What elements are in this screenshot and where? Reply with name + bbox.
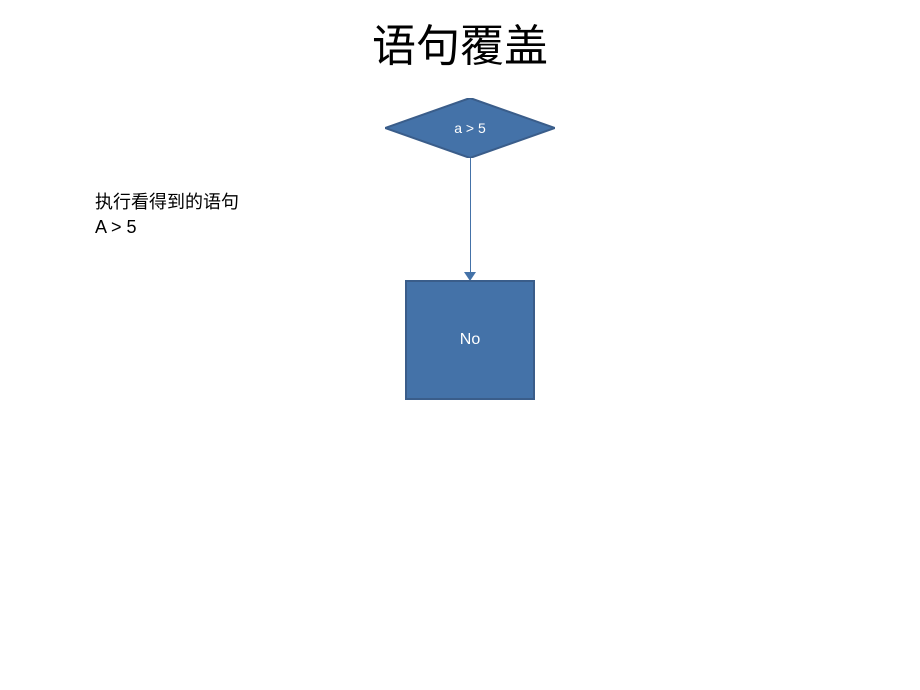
flow-arrow (469, 158, 471, 280)
annotation-line1: 执行看得到的语句 (95, 190, 239, 215)
decision-node-label: a > 5 (454, 120, 486, 136)
process-node: No (405, 280, 535, 400)
annotation-line2: A > 5 (95, 215, 239, 240)
annotation-text: 执行看得到的语句 A > 5 (95, 190, 239, 240)
process-node-label: No (460, 331, 480, 349)
slide-title: 语句覆盖 (372, 10, 548, 74)
